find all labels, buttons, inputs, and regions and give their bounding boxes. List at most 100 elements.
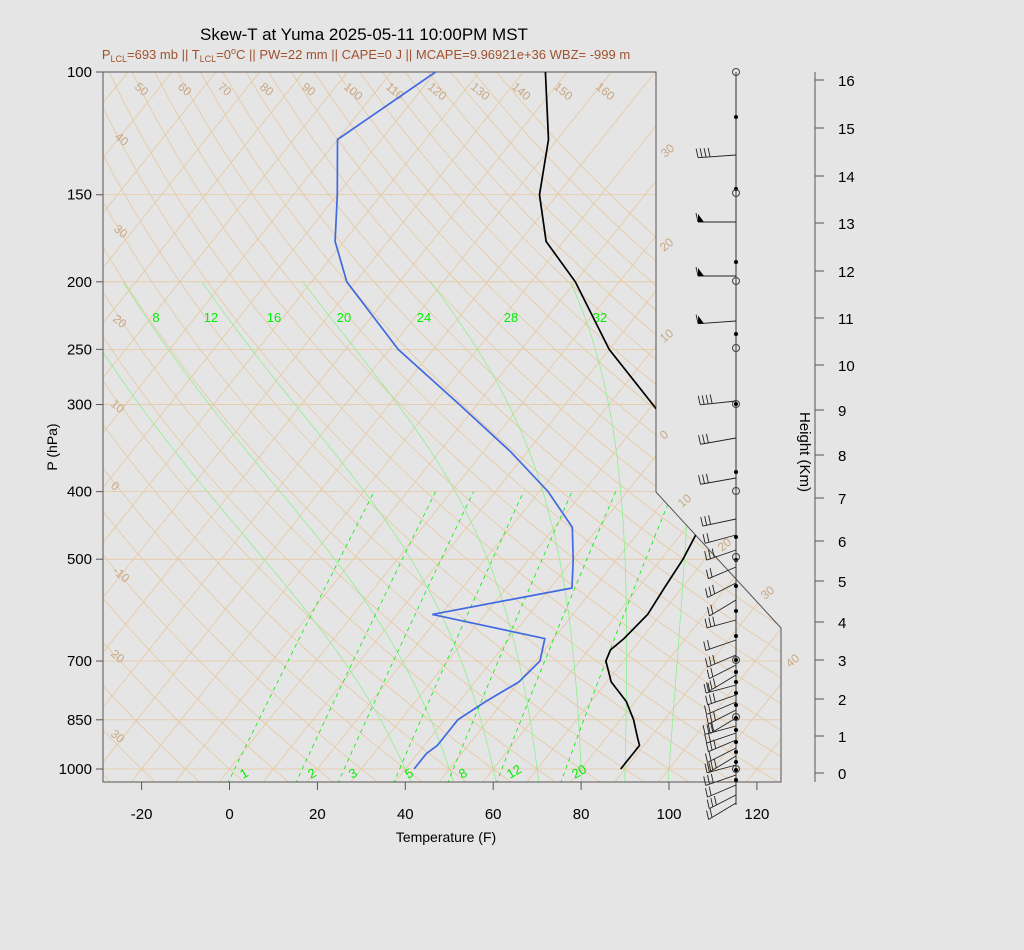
wind-barb-feather <box>708 515 712 525</box>
x-tick-label: 80 <box>573 806 590 823</box>
wind-barb-feather <box>706 810 710 820</box>
dry-adiabat-line <box>290 72 781 782</box>
y-tick-label: 150 <box>67 187 92 204</box>
height-tick-label: 14 <box>838 169 855 186</box>
y-tick-label: 400 <box>67 484 92 501</box>
isotherm-label: 90 <box>299 80 318 100</box>
wind-barb <box>709 755 737 773</box>
isotherm-line <box>173 72 744 782</box>
dry-adiabat-line <box>268 72 781 782</box>
dry-adiabat-line <box>154 72 781 782</box>
wind-barb-feather <box>709 680 713 690</box>
isotherm-line <box>103 72 217 782</box>
y-tick-label: 500 <box>67 551 92 568</box>
x-tick-label: 20 <box>309 806 326 823</box>
dry-adiabat-line <box>103 72 470 782</box>
y-axis-label: P (hPa) <box>44 423 60 470</box>
mixing-ratio-top-label: 12 <box>204 310 218 325</box>
wind-barb-feather <box>708 762 712 772</box>
moist-adiabat-line <box>122 281 455 782</box>
wind-barb-feather <box>709 741 713 751</box>
wind-barb <box>707 694 737 706</box>
mixing-ratio-bottom-label: 1 <box>237 765 251 782</box>
moist-adiabat-line <box>570 281 628 782</box>
wind-level-dot <box>734 768 738 772</box>
dry-adiabat-line <box>103 72 336 782</box>
wind-barb <box>706 549 737 561</box>
wind-barb-feather <box>705 753 708 763</box>
isotherm-line <box>103 72 261 782</box>
height-tick-label: 16 <box>838 73 855 90</box>
wind-barb-feather <box>705 714 709 725</box>
wind-barb-feather <box>706 669 710 679</box>
isotherm-label-right: 10 <box>657 326 676 346</box>
wind-barb-feather <box>695 148 699 158</box>
mixing-ratio-top-label: 16 <box>267 310 281 325</box>
x-axis: -20 0 20 40 60 80 100 120 <box>103 781 781 823</box>
mixing-ratio-line <box>295 491 436 782</box>
wind-barb-feather <box>710 667 714 677</box>
wind-barb-profile <box>695 68 740 820</box>
wind-level-dot <box>734 332 738 336</box>
wind-barb-feather <box>708 617 712 627</box>
y-tick-label: 700 <box>67 653 92 670</box>
isotherm-line <box>103 72 612 782</box>
wind-barb-feather <box>713 711 716 721</box>
isotherm-line <box>700 72 781 782</box>
wind-barb-feather <box>698 435 701 445</box>
wind-barb-feather <box>704 705 707 715</box>
wind-barb-feather <box>710 797 714 807</box>
dry-adiabat-line <box>103 72 781 782</box>
isotherm-line <box>103 72 480 782</box>
wind-barb-feather <box>706 799 710 809</box>
isotherm-line <box>0 72 84 784</box>
dry-adiabat-line <box>103 72 692 782</box>
wind-barb <box>709 599 737 617</box>
wind-level-dot <box>734 609 738 613</box>
wind-barb-feather <box>695 266 699 277</box>
plot-frame <box>102 71 782 783</box>
wind-barb <box>705 639 737 651</box>
wind-barb-feather <box>705 569 709 579</box>
isotherm-line <box>568 72 781 782</box>
wind-barb-feather <box>708 586 712 596</box>
dry-adiabat-line <box>359 72 781 782</box>
chart-subtitle: PLCL=693 mb || TLCL=0oC || PW=22 mm || C… <box>102 46 630 64</box>
isotherm-line <box>103 72 436 782</box>
height-tick-label: 7 <box>838 491 846 508</box>
isotherm-line <box>656 72 781 782</box>
wind-barb-feather <box>697 395 701 405</box>
wind-barb-feather <box>709 394 713 404</box>
isotherm-line <box>305 72 781 782</box>
wind-level-dot <box>734 260 738 264</box>
wind-barb-feather <box>712 616 716 626</box>
wind-barb <box>706 701 737 715</box>
isotherm-line <box>0 72 40 784</box>
wind-barb-feather <box>703 641 707 651</box>
wind-barb <box>698 154 737 159</box>
isotherm-line <box>833 72 1024 784</box>
wind-barb-feather <box>708 656 712 666</box>
moist-adiabat-line <box>302 281 540 782</box>
isotherm-label: 150 <box>551 80 576 104</box>
dry-adiabat-line <box>450 72 781 782</box>
wind-barb-feather <box>695 212 699 223</box>
height-tick-label: 2 <box>838 692 846 709</box>
height-tick-label: 0 <box>838 766 846 783</box>
isotherm-label: 60 <box>175 80 194 100</box>
wind-barb-feather <box>705 658 708 668</box>
wind-barb-feather <box>709 568 713 578</box>
wind-barb-feather <box>703 683 707 694</box>
dry-adiabat-line <box>103 72 247 782</box>
dry-adiabat-line <box>103 72 291 782</box>
wind-barb-feather <box>707 775 710 785</box>
mixing-ratio-line <box>392 491 525 782</box>
dry-adiabat-line <box>336 72 781 782</box>
isotherm-label-right: 10 <box>675 491 694 511</box>
wind-barb <box>707 784 737 798</box>
mixing-ratio-bottom-label: 20 <box>569 761 589 781</box>
wind-barb-feather <box>710 604 714 615</box>
isotherm-label-right: 20 <box>657 235 676 255</box>
wind-barb <box>709 794 737 810</box>
